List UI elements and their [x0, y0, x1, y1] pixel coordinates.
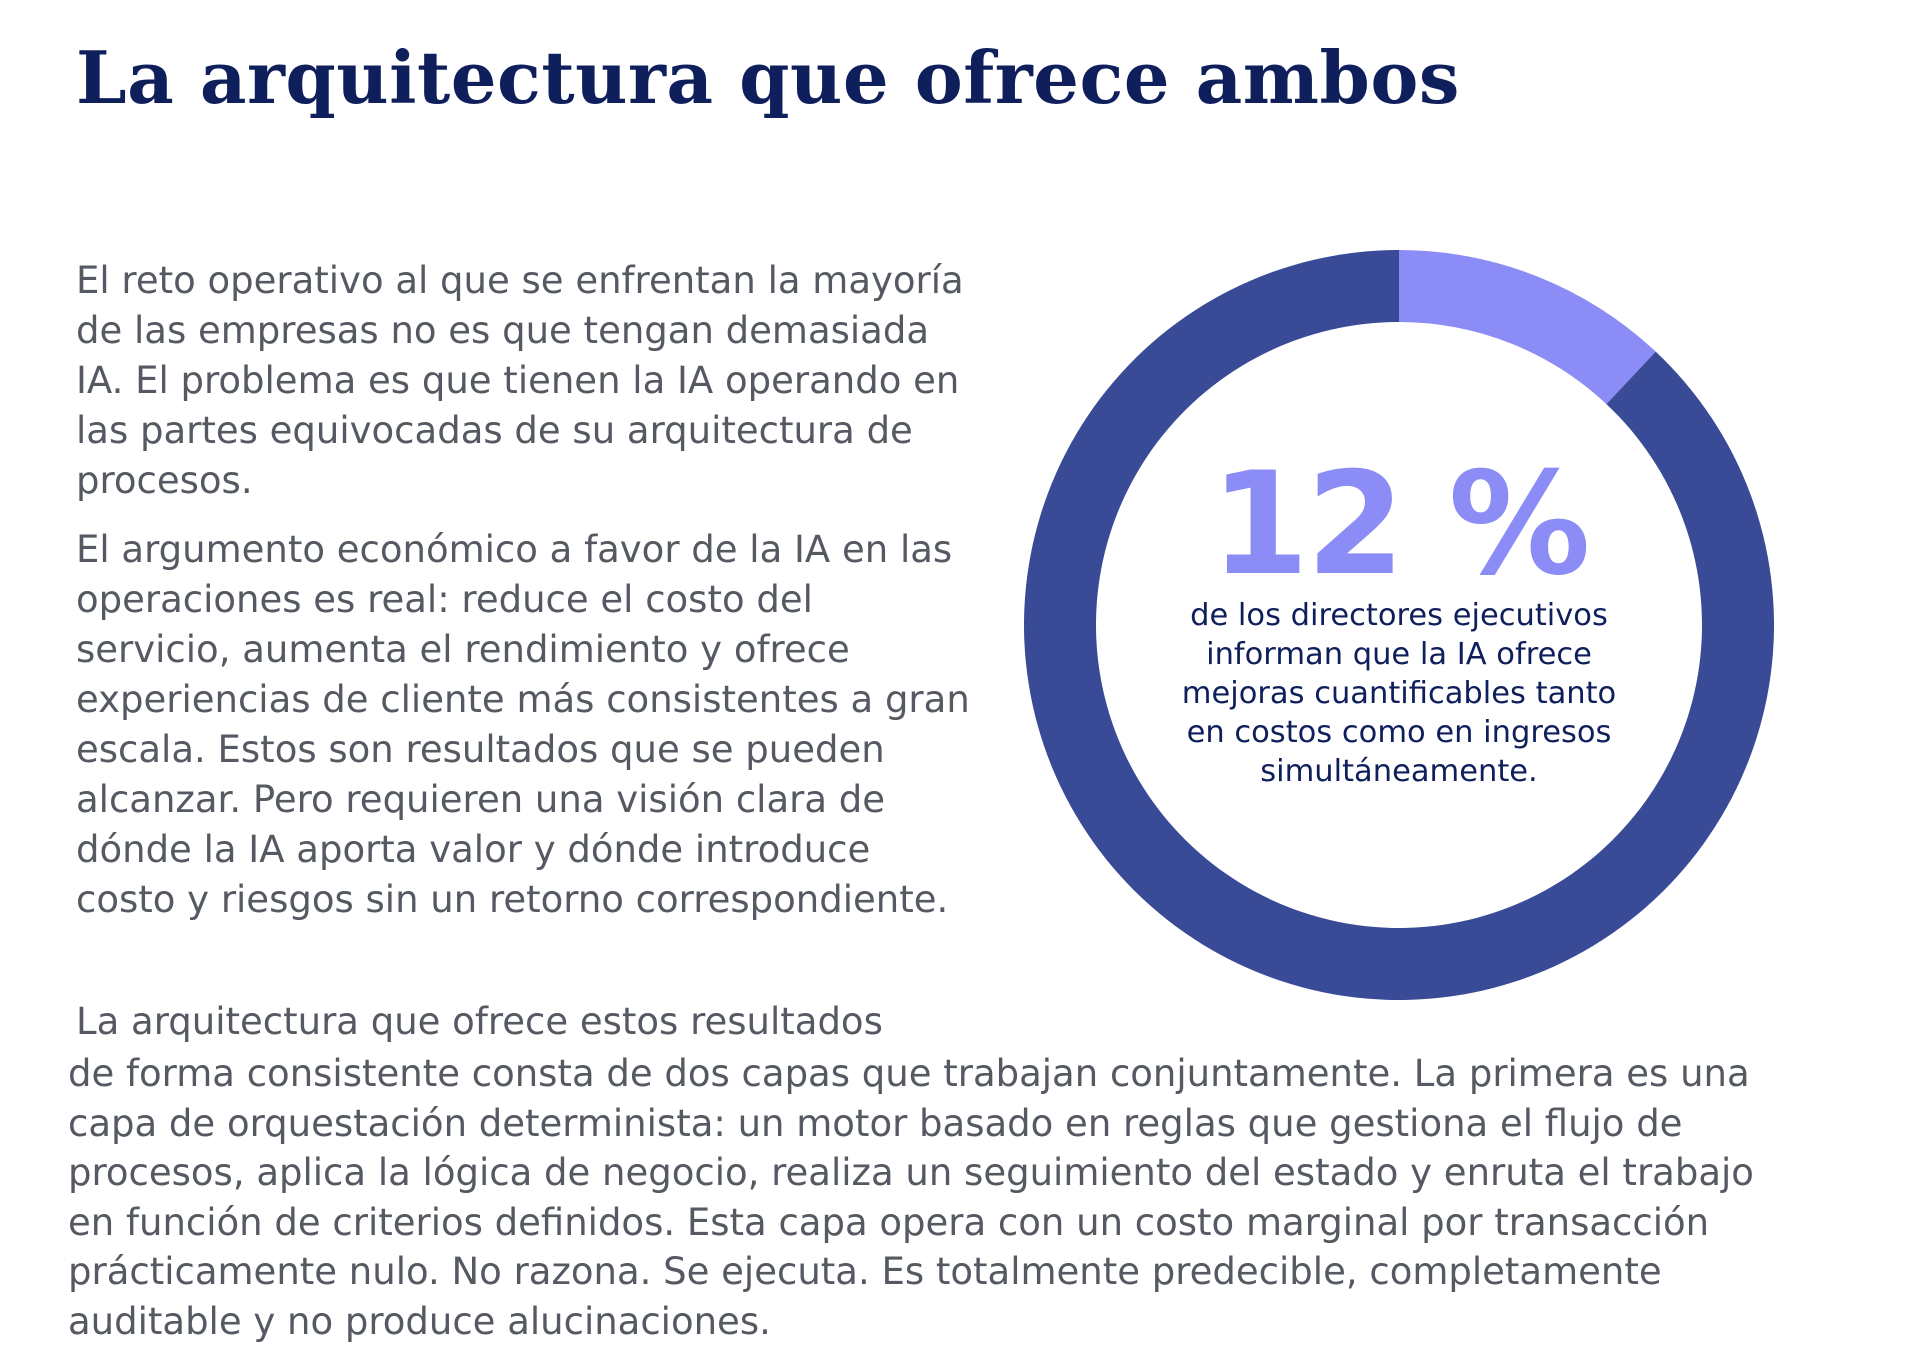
stat-donut-chart: 12 % de los directores ejecutivos inform…: [1024, 250, 1774, 1000]
donut-slice-highlight: [1399, 250, 1656, 405]
stat-value: 12 %: [1210, 442, 1590, 607]
donut-ring: [1024, 250, 1774, 1000]
page-title: La arquitectura que ofrece ambos: [76, 35, 1460, 120]
paragraph-3-continuation: de forma consistente consta de dos capas…: [68, 1052, 1754, 1343]
paragraph-2: El argumento económico a favor de la IA …: [76, 528, 970, 921]
paragraph-3-first-line: La arquitectura que ofrece estos resulta…: [76, 1000, 883, 1043]
donut-center-label: 12 % de los directores ejecutivos inform…: [1174, 450, 1624, 791]
stat-caption: de los directores ejecutivos informan qu…: [1181, 598, 1617, 789]
paragraph-1: El reto operativo al que se enfrentan la…: [76, 259, 964, 502]
